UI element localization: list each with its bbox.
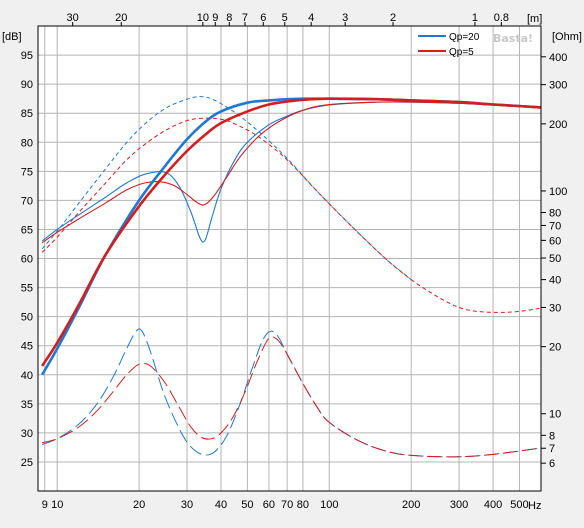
x-tick-label: 10 bbox=[51, 499, 63, 511]
y-tick-label: 45 bbox=[21, 341, 33, 353]
y-tick-label: 55 bbox=[21, 283, 33, 295]
top-tick-label: 2 bbox=[390, 12, 396, 24]
y2-tick-label: 80 bbox=[549, 208, 561, 220]
y-tick-label: 40 bbox=[21, 370, 33, 382]
x-tick-label: 70 bbox=[281, 499, 293, 511]
top-tick-label: 1 bbox=[472, 12, 478, 24]
x-tick-label: 500 bbox=[510, 499, 528, 511]
y-tick-label: 50 bbox=[21, 312, 33, 324]
y-tick-label: 80 bbox=[21, 137, 33, 149]
y2-tick-label: 60 bbox=[549, 235, 561, 247]
top-axis-label: [m] bbox=[527, 13, 542, 25]
curves bbox=[40, 96, 542, 458]
y-tick-label: 70 bbox=[21, 195, 33, 207]
curve-spl_total-qp5 bbox=[41, 97, 542, 367]
x-tick-label: 80 bbox=[297, 499, 309, 511]
y2-axis-label: [Ohm] bbox=[552, 31, 582, 43]
x-tick-label: 300 bbox=[450, 499, 468, 511]
top-tick-label: 20 bbox=[115, 12, 127, 24]
y2-tick-label: 70 bbox=[549, 220, 561, 232]
y-tick-label: 25 bbox=[21, 457, 33, 469]
y2-tick-label: 10 bbox=[549, 409, 561, 421]
x-tick-label: 400 bbox=[484, 499, 502, 511]
curve-port_spl-qp5 bbox=[41, 336, 542, 458]
curve-impedance-qp20 bbox=[41, 96, 412, 280]
top-tick-label: 6 bbox=[260, 12, 266, 24]
y-tick-label: 60 bbox=[21, 254, 33, 266]
top-tick-label: 3 bbox=[342, 12, 348, 24]
y-tick-label: 30 bbox=[21, 428, 33, 440]
watermark: Basta! bbox=[493, 32, 533, 45]
top-tick-label: 30 bbox=[67, 12, 79, 24]
y-tick-label: 35 bbox=[21, 399, 33, 411]
y2-tick-label: 200 bbox=[549, 119, 567, 131]
x-tick-label: 40 bbox=[215, 499, 227, 511]
top-tick-label: 10 bbox=[197, 12, 209, 24]
x-tick-label: 50 bbox=[241, 499, 253, 511]
grid bbox=[38, 26, 541, 491]
legend: Qp=20 Qp=5 bbox=[418, 32, 480, 58]
top-tick-label: 0.8 bbox=[494, 12, 509, 24]
y2-tick-label: 400 bbox=[549, 52, 567, 64]
y-tick-label: 95 bbox=[21, 50, 33, 62]
y2-tick-label: 20 bbox=[549, 342, 561, 354]
x-tick-label: 100 bbox=[320, 499, 338, 511]
y2-tick-label: 6 bbox=[549, 458, 555, 470]
top-tick-label: 9 bbox=[212, 12, 218, 24]
x-tick-label: 9 bbox=[42, 499, 48, 511]
y2-tick-label: 300 bbox=[549, 80, 567, 92]
x-tick-label: 30 bbox=[181, 499, 193, 511]
legend-label-qp20: Qp=20 bbox=[449, 32, 480, 43]
y2-tick-label: 30 bbox=[549, 302, 561, 314]
x-tick-label: 20 bbox=[133, 499, 145, 511]
y2-tick-label: 7 bbox=[549, 443, 555, 455]
x-tick-label: 60 bbox=[263, 499, 275, 511]
y2-tick-label: 40 bbox=[549, 275, 561, 287]
top-tick-label: 7 bbox=[242, 12, 248, 24]
tick-labels: 9 10 20 30 40 50 60 70 80 100 200 300 400 50025303540… bbox=[21, 12, 568, 511]
top-tick-label: 8 bbox=[226, 12, 232, 24]
y2-tick-label: 8 bbox=[549, 430, 555, 442]
y-tick-label: 65 bbox=[21, 224, 33, 236]
x-axis-label: Hz bbox=[528, 500, 541, 512]
y2-tick-label: 100 bbox=[549, 186, 567, 198]
top-tick-label: 4 bbox=[308, 12, 314, 24]
curve-spl_front-qp5 bbox=[41, 101, 542, 244]
y-tick-label: 90 bbox=[21, 79, 33, 91]
y2-tick-label: 50 bbox=[549, 253, 561, 265]
y-tick-label: 75 bbox=[21, 166, 33, 178]
x-tick-label: 200 bbox=[402, 499, 420, 511]
legend-label-qp5: Qp=5 bbox=[449, 47, 474, 58]
top-tick-label: 5 bbox=[282, 12, 288, 24]
y-tick-label: 85 bbox=[21, 108, 33, 120]
y-axis-label: [dB] bbox=[2, 31, 22, 43]
